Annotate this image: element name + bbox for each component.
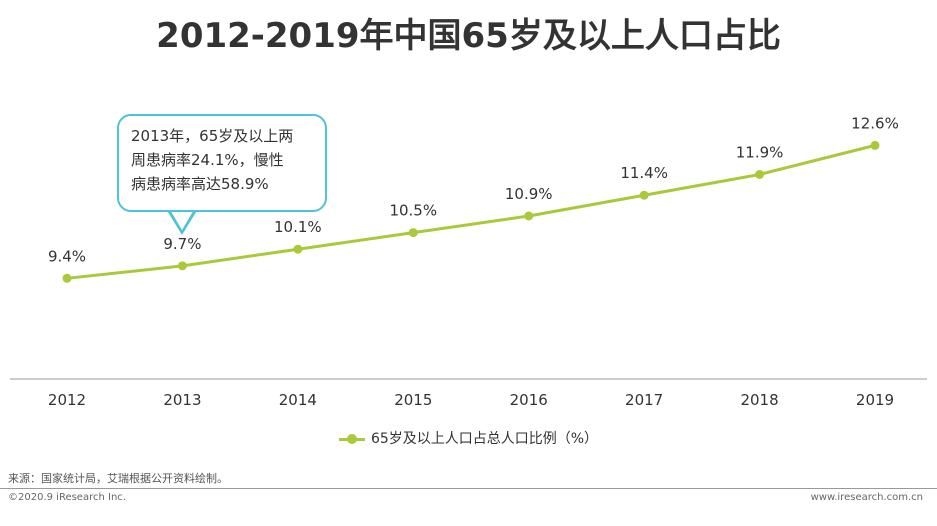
x-tick-label: 2015 (394, 391, 432, 409)
callout-tail-inner (169, 208, 195, 230)
data-point (408, 228, 418, 238)
data-label: 10.1% (274, 218, 322, 236)
data-label: 9.4% (48, 247, 86, 265)
data-point (293, 244, 303, 254)
data-point (62, 273, 72, 283)
website-text: www.iresearch.com.cn (810, 492, 923, 503)
legend-label: 65岁及以上人口占总人口比例（%） (370, 431, 599, 447)
data-point (177, 261, 187, 271)
x-tick-label: 2014 (279, 391, 317, 409)
series-line (66, 143, 876, 280)
data-label: 12.6% (851, 114, 899, 132)
annotation-line-3: 病患病率高达58.9% (131, 175, 269, 193)
x-tick-label: 2016 (510, 391, 548, 409)
chart-title: 2012-2019年中国65岁及以上人口占比 (156, 16, 781, 56)
data-label: 11.4% (620, 164, 668, 182)
x-tick-label: 2018 (740, 391, 778, 409)
data-point (870, 140, 880, 150)
x-tick-label: 2013 (163, 391, 201, 409)
x-tick-label: 2012 (48, 391, 86, 409)
footer-divider (0, 488, 937, 489)
data-point (755, 169, 765, 179)
chart-legend: 65岁及以上人口占总人口比例（%） (0, 428, 937, 448)
legend-marker (338, 433, 365, 445)
annotation-line-2: 周患病率24.1%，慢性 (131, 151, 284, 169)
annotation-callout: 2013年，65岁及以上两 周患病率24.1%，慢性 病患病率高达58.9% (117, 114, 327, 212)
data-point (524, 211, 534, 221)
data-label: 10.5% (389, 202, 437, 220)
source-note: 来源：国家统计局，艾瑞根据公开资料绘制。 (8, 472, 228, 485)
annotation-line-1: 2013年，65岁及以上两 (131, 127, 294, 145)
data-label: 10.9% (505, 185, 553, 203)
x-tick-label: 2019 (856, 391, 894, 409)
line-chart: 2012 2013 2014 2015 2016 2017 2018 2019 9.4% 9.7%… (10, 114, 927, 409)
x-tick-label: 2017 (625, 391, 663, 409)
data-point (639, 190, 649, 200)
copyright-text: ©2020.9 iResearch Inc. (8, 492, 126, 503)
data-label: 9.7% (163, 235, 201, 253)
data-label: 11.9% (736, 143, 784, 161)
